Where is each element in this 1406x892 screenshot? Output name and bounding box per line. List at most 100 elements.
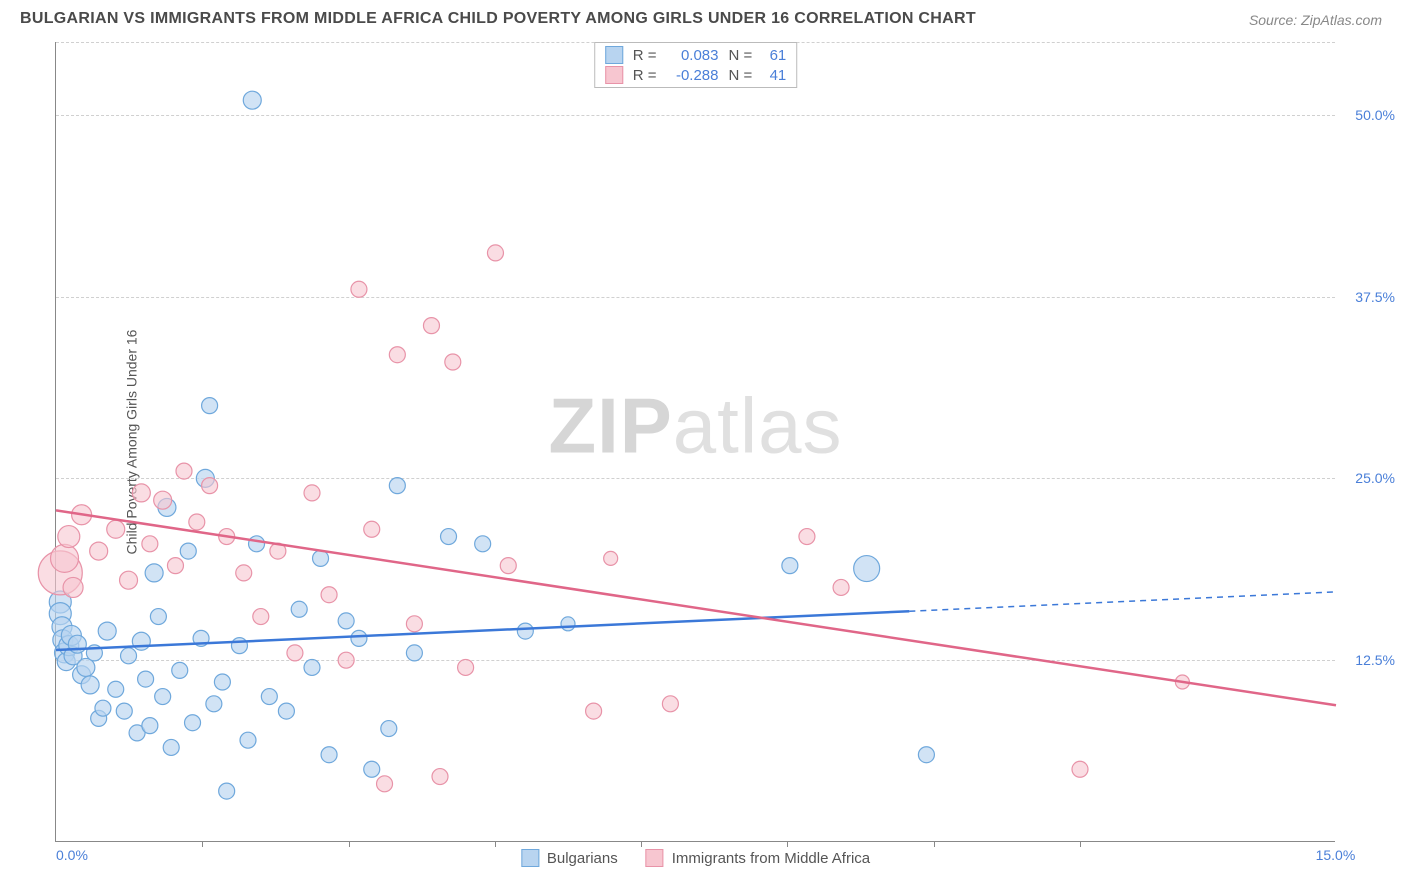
- chart-title: BULGARIAN VS IMMIGRANTS FROM MIDDLE AFRI…: [20, 10, 976, 28]
- data-point: [389, 347, 405, 363]
- data-point: [321, 747, 337, 763]
- n-label: N =: [729, 67, 753, 84]
- data-point: [95, 700, 111, 716]
- plot-area: ZIPatlas R = 0.083 N = 61 R = -0.288 N =…: [55, 42, 1335, 842]
- data-point: [51, 544, 79, 572]
- data-point: [206, 696, 222, 712]
- n-value-bulgarians: 61: [758, 47, 786, 64]
- data-point: [364, 521, 380, 537]
- data-point: [278, 703, 294, 719]
- x-tick-left: 0.0%: [56, 847, 88, 863]
- data-point: [142, 718, 158, 734]
- legend-label-bulgarians: Bulgarians: [547, 850, 618, 867]
- legend-label-immigrants: Immigrants from Middle Africa: [672, 850, 870, 867]
- data-point: [287, 645, 303, 661]
- data-point: [145, 564, 163, 582]
- r-label: R =: [633, 47, 657, 64]
- y-tick-label: 25.0%: [1355, 470, 1395, 486]
- data-point: [63, 577, 83, 597]
- data-point: [107, 520, 125, 538]
- data-point: [291, 601, 307, 617]
- data-point: [231, 638, 247, 654]
- data-point: [180, 543, 196, 559]
- data-point: [155, 689, 171, 705]
- data-point: [154, 491, 172, 509]
- swatch-immigrants-icon: [646, 849, 664, 867]
- r-label: R =: [633, 67, 657, 84]
- data-point: [517, 623, 533, 639]
- data-point: [132, 484, 150, 502]
- data-point: [586, 703, 602, 719]
- data-point: [500, 558, 516, 574]
- data-point: [338, 613, 354, 629]
- series-legend: Bulgarians Immigrants from Middle Africa: [521, 849, 870, 867]
- data-point: [142, 536, 158, 552]
- data-point: [167, 558, 183, 574]
- data-point: [243, 91, 261, 109]
- data-point: [249, 536, 265, 552]
- data-point: [423, 318, 439, 334]
- data-point: [176, 463, 192, 479]
- data-point: [782, 558, 798, 574]
- data-point: [406, 645, 422, 661]
- data-point: [172, 662, 188, 678]
- data-point: [377, 776, 393, 792]
- data-point: [240, 732, 256, 748]
- data-point: [202, 398, 218, 414]
- y-tick-label: 12.5%: [1355, 652, 1395, 668]
- r-value-bulgarians: 0.083: [663, 47, 719, 64]
- chart-container: Child Poverty Among Girls Under 16 ZIPat…: [55, 42, 1395, 842]
- source-attribution: Source: ZipAtlas.com: [1249, 12, 1382, 28]
- data-point: [261, 689, 277, 705]
- scatter-svg: [56, 42, 1336, 842]
- data-point: [441, 529, 457, 545]
- data-point: [304, 659, 320, 675]
- data-point: [313, 550, 329, 566]
- legend-item-immigrants: Immigrants from Middle Africa: [646, 849, 870, 867]
- legend-row-bulgarians: R = 0.083 N = 61: [595, 45, 797, 65]
- trend-line: [56, 611, 909, 650]
- legend-row-immigrants: R = -0.288 N = 41: [595, 65, 797, 85]
- data-point: [138, 671, 154, 687]
- data-point: [150, 609, 166, 625]
- data-point: [98, 622, 116, 640]
- swatch-immigrants: [605, 66, 623, 84]
- data-point: [58, 526, 80, 548]
- data-point: [81, 676, 99, 694]
- data-point: [120, 571, 138, 589]
- data-point: [833, 579, 849, 595]
- data-point: [351, 630, 367, 646]
- n-value-immigrants: 41: [758, 67, 786, 84]
- data-point: [432, 769, 448, 785]
- legend-item-bulgarians: Bulgarians: [521, 849, 618, 867]
- data-point: [338, 652, 354, 668]
- data-point: [799, 529, 815, 545]
- data-point: [364, 761, 380, 777]
- swatch-bulgarians-icon: [521, 849, 539, 867]
- data-point: [854, 556, 880, 582]
- data-point: [304, 485, 320, 501]
- data-point: [918, 747, 934, 763]
- y-tick-label: 37.5%: [1355, 289, 1395, 305]
- data-point: [116, 703, 132, 719]
- data-point: [90, 542, 108, 560]
- data-point: [108, 681, 124, 697]
- data-point: [458, 659, 474, 675]
- data-point: [487, 245, 503, 261]
- data-point: [389, 478, 405, 494]
- data-point: [351, 281, 367, 297]
- x-tick-right: 15.0%: [1316, 847, 1356, 863]
- trend-line: [56, 510, 1336, 705]
- data-point: [202, 478, 218, 494]
- correlation-legend: R = 0.083 N = 61 R = -0.288 N = 41: [594, 42, 798, 88]
- data-point: [214, 674, 230, 690]
- data-point: [163, 739, 179, 755]
- data-point: [381, 721, 397, 737]
- swatch-bulgarians: [605, 46, 623, 64]
- trend-line-extrapolated: [909, 592, 1336, 611]
- n-label: N =: [729, 47, 753, 64]
- data-point: [475, 536, 491, 552]
- data-point: [219, 783, 235, 799]
- data-point: [561, 617, 575, 631]
- data-point: [406, 616, 422, 632]
